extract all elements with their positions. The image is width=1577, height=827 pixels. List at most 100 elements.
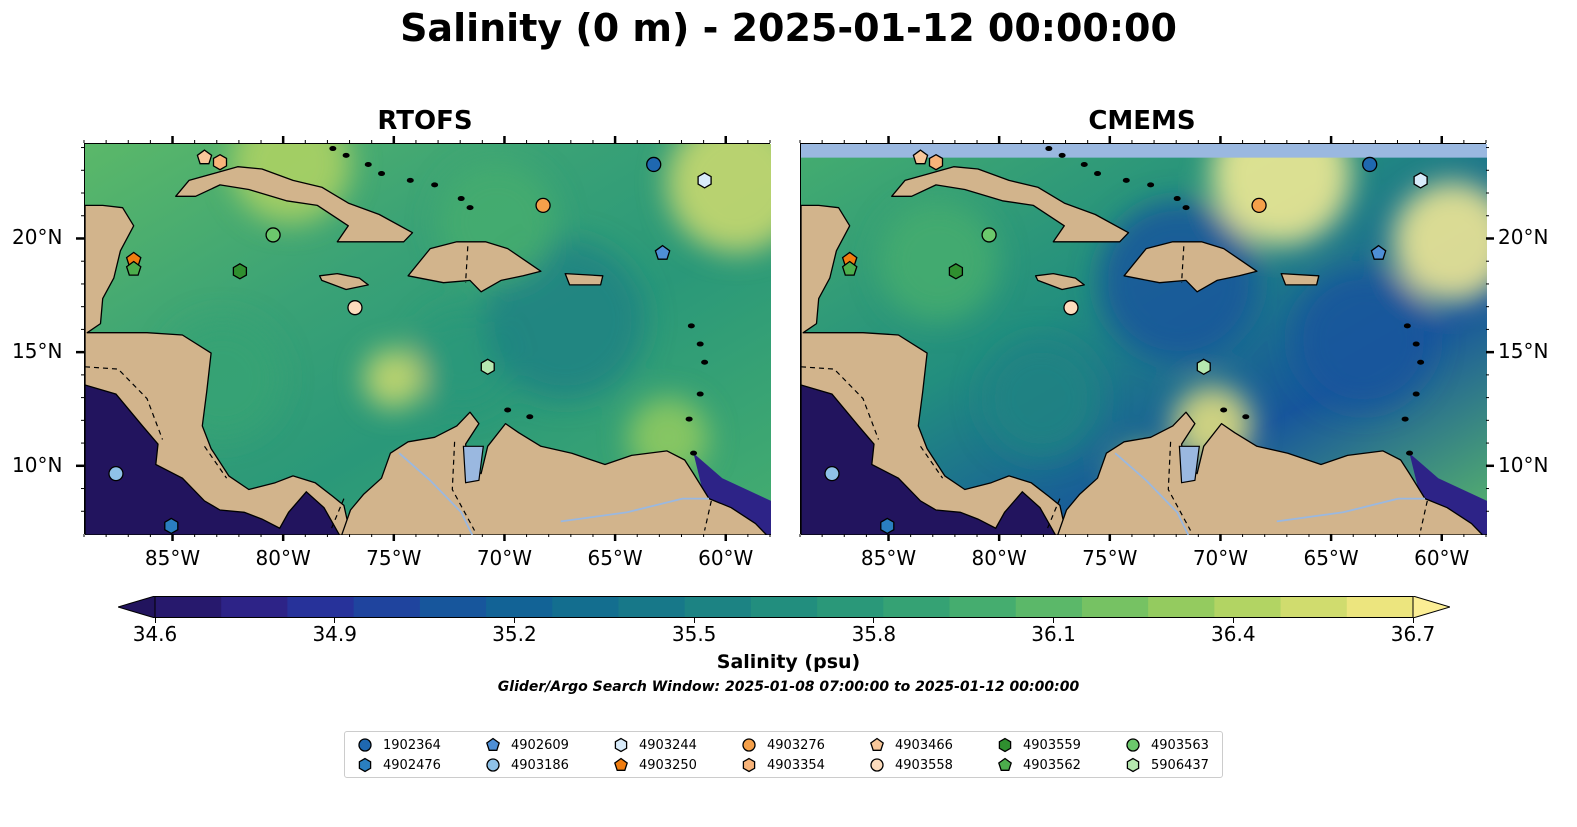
legend-label: 4903559	[1023, 737, 1081, 753]
legend-item-1902364: 1902364	[357, 737, 441, 753]
small-island	[1080, 161, 1088, 167]
small-island	[1045, 146, 1053, 152]
float-marker-4902609[interactable]	[654, 244, 671, 260]
country-border	[1046, 498, 1061, 531]
float-marker-4902476[interactable]	[164, 517, 179, 535]
small-island	[687, 323, 695, 329]
colorbar-tick-label: 36.1	[1031, 622, 1076, 646]
float-marker-1902364[interactable]	[1362, 156, 1378, 173]
river	[1276, 497, 1425, 523]
colorbar-title: Salinity (psu)	[716, 651, 861, 673]
legend-item-4903276: 4903276	[741, 737, 825, 753]
circle-marker-icon	[870, 758, 884, 772]
legend-label: 4903276	[767, 737, 825, 753]
small-island	[378, 171, 386, 177]
float-marker-4902609[interactable]	[1370, 244, 1387, 260]
colorbar-tick-label: 35.8	[851, 622, 897, 646]
float-marker-4903558[interactable]	[347, 300, 363, 316]
lon-tick-label: 80°W	[255, 546, 311, 570]
float-marker-4903276[interactable]	[535, 197, 551, 214]
colorbar-segment	[1214, 596, 1282, 618]
float-marker-4903276[interactable]	[1251, 197, 1267, 214]
lake-maracaibo	[462, 445, 484, 484]
lat-tick-label: 15°N	[1498, 339, 1549, 364]
land-cuba	[175, 166, 414, 243]
circle-marker-icon	[742, 738, 756, 752]
colorbar-tick	[1412, 618, 1414, 623]
float-marker-4903563[interactable]	[981, 227, 997, 243]
land-jamaica	[1034, 272, 1085, 291]
small-island	[1403, 323, 1411, 329]
hexagon-marker-icon	[1126, 757, 1140, 773]
colorbar-segment	[1015, 596, 1083, 618]
small-island	[342, 152, 350, 158]
lat-tick-label: 10°N	[1498, 452, 1549, 477]
legend-label: 4902476	[383, 757, 441, 773]
colorbar-tick-label: 36.4	[1211, 622, 1256, 646]
panel-title-cmems: CMEMS	[1088, 106, 1196, 136]
main-title: Salinity (0 m) - 2025-01-12 00:00:00	[400, 6, 1177, 50]
float-marker-4903354[interactable]	[212, 153, 228, 171]
colorbar-segment	[353, 596, 421, 618]
small-island	[364, 161, 372, 167]
colorbar-tick	[1053, 618, 1055, 623]
colorbar-tick	[693, 618, 695, 623]
float-marker-4903562[interactable]	[125, 260, 142, 276]
legend-item-4902476: 4902476	[357, 757, 441, 773]
small-island	[685, 416, 693, 422]
lat-tick-label: 20°N	[1498, 225, 1549, 250]
colorbar-segment	[1148, 596, 1215, 618]
small-island	[1147, 182, 1155, 188]
small-island	[526, 414, 534, 420]
colorbar-tick	[873, 618, 875, 623]
land-hispaniola	[1123, 241, 1258, 293]
country-border	[451, 441, 476, 531]
float-marker-4903558[interactable]	[1063, 300, 1079, 316]
legend-item-4902609: 4902609	[485, 737, 569, 753]
colorbar-segment	[817, 596, 884, 618]
lon-tick-label: 65°W	[1303, 546, 1359, 570]
float-marker-4903562[interactable]	[841, 260, 858, 276]
small-island	[329, 146, 337, 152]
colorbar-segment	[1280, 596, 1348, 618]
colorbar-extend-high	[1412, 595, 1452, 619]
float-marker-4903466[interactable]	[912, 149, 929, 165]
float-marker-4903563[interactable]	[265, 227, 281, 243]
lat-tick-label: 20°N	[12, 225, 63, 250]
legend-item-4903250: 4903250	[613, 757, 697, 773]
float-marker-5906437[interactable]	[480, 358, 495, 376]
float-marker-4903466[interactable]	[196, 149, 213, 165]
float-marker-4903186[interactable]	[108, 465, 124, 482]
float-marker-4903244[interactable]	[697, 172, 712, 189]
country-border	[1167, 441, 1192, 531]
lon-tick-label: 65°W	[587, 546, 643, 570]
map-canvas	[801, 144, 1487, 535]
hexagon-marker-icon	[358, 757, 372, 773]
orinoco-plume	[693, 453, 771, 535]
legend-label: 4902609	[511, 737, 569, 753]
country-border	[204, 445, 228, 479]
legend-item-4903562: 4903562	[997, 757, 1081, 773]
river	[1114, 452, 1190, 535]
lake-maracaibo	[1178, 445, 1200, 484]
float-marker-4902476[interactable]	[880, 517, 895, 535]
float-marker-4903244[interactable]	[1413, 172, 1428, 189]
lat-tick-label: 10°N	[12, 452, 63, 477]
legend-label: 4903250	[639, 757, 697, 773]
small-island	[1220, 407, 1228, 413]
country-border	[465, 246, 469, 283]
float-marker-4903559[interactable]	[948, 263, 964, 280]
country-border	[920, 445, 944, 479]
lon-tick-label: 60°W	[698, 546, 754, 570]
colorbar-segment	[1346, 596, 1414, 618]
float-marker-4903354[interactable]	[928, 153, 944, 171]
float-marker-4903186[interactable]	[824, 465, 840, 482]
colorbar-segment	[287, 596, 355, 618]
float-marker-1902364[interactable]	[646, 156, 662, 173]
legend-label: 4903244	[639, 737, 697, 753]
legend-item-4903354: 4903354	[741, 757, 825, 773]
country-border	[1181, 246, 1185, 283]
float-marker-4903559[interactable]	[232, 263, 248, 280]
float-marker-5906437[interactable]	[1196, 358, 1211, 376]
legend-item-4903558: 4903558	[869, 757, 953, 773]
